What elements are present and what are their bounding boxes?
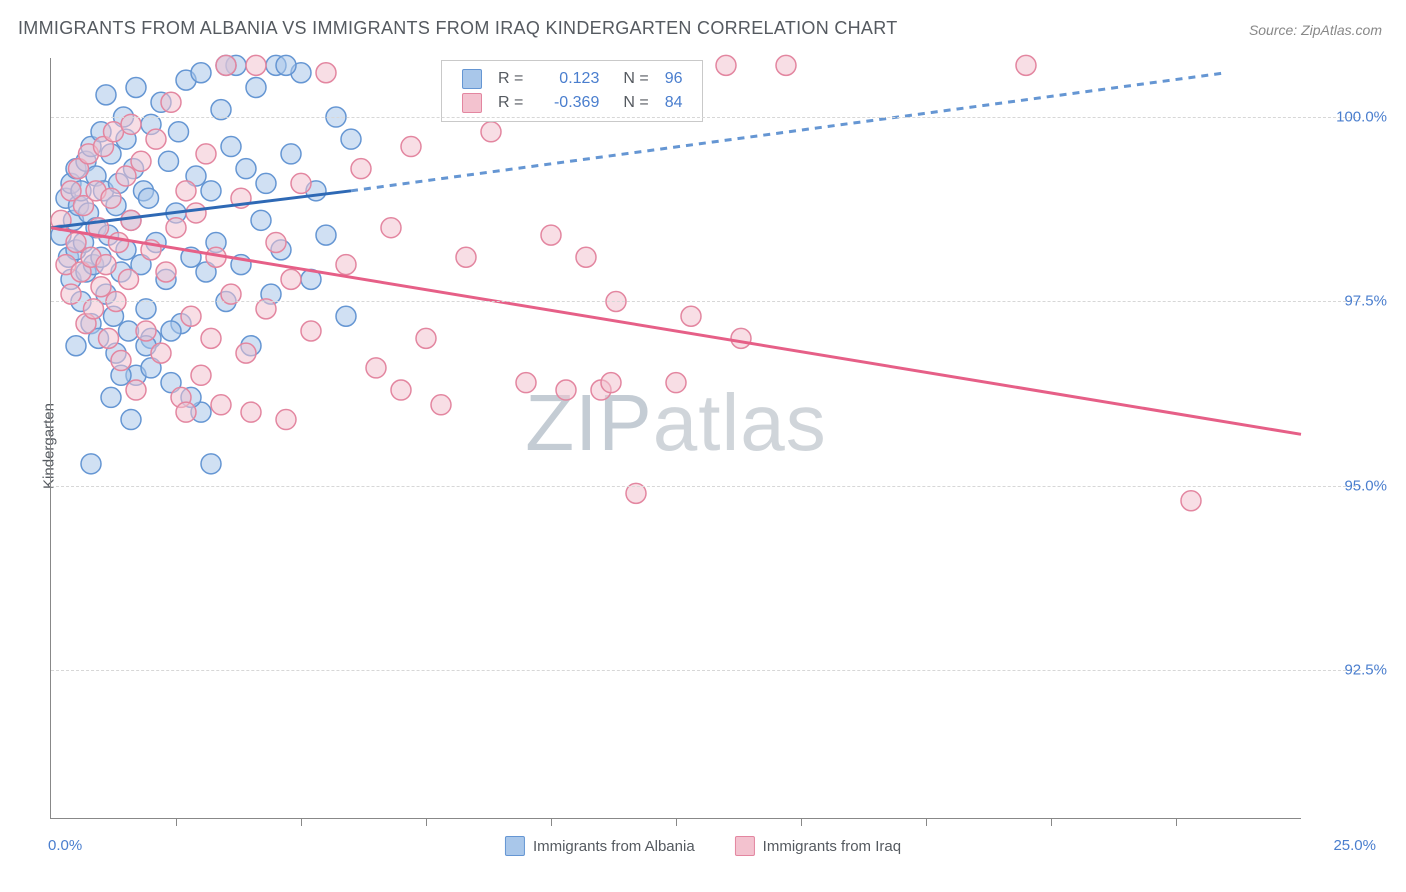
legend-item-albania: Immigrants from Albania [505,836,695,856]
chart-title: IMMIGRANTS FROM ALBANIA VS IMMIGRANTS FR… [18,18,898,39]
swatch-icon [735,836,755,856]
y-tick-label: 95.0% [1317,477,1387,494]
x-axis-min-label: 0.0% [48,837,82,854]
correlation-legend: R =0.123N =96R =-0.369N =84 [441,60,703,122]
legend-item-iraq: Immigrants from Iraq [735,836,901,856]
legend-label: Immigrants from Albania [533,838,695,855]
x-axis-max-label: 25.0% [1333,837,1376,854]
plot-area: ZIPatlas R =0.123N =96R =-0.369N =84 92.… [50,58,1301,819]
y-tick-label: 100.0% [1317,109,1387,126]
y-tick-label: 92.5% [1317,662,1387,679]
swatch-icon [505,836,525,856]
bottom-legend: Immigrants from Albania Immigrants from … [505,836,901,856]
scatter-svg [51,58,1301,818]
legend-label: Immigrants from Iraq [763,838,901,855]
y-tick-label: 97.5% [1317,293,1387,310]
source-label: Source: ZipAtlas.com [1249,22,1382,38]
